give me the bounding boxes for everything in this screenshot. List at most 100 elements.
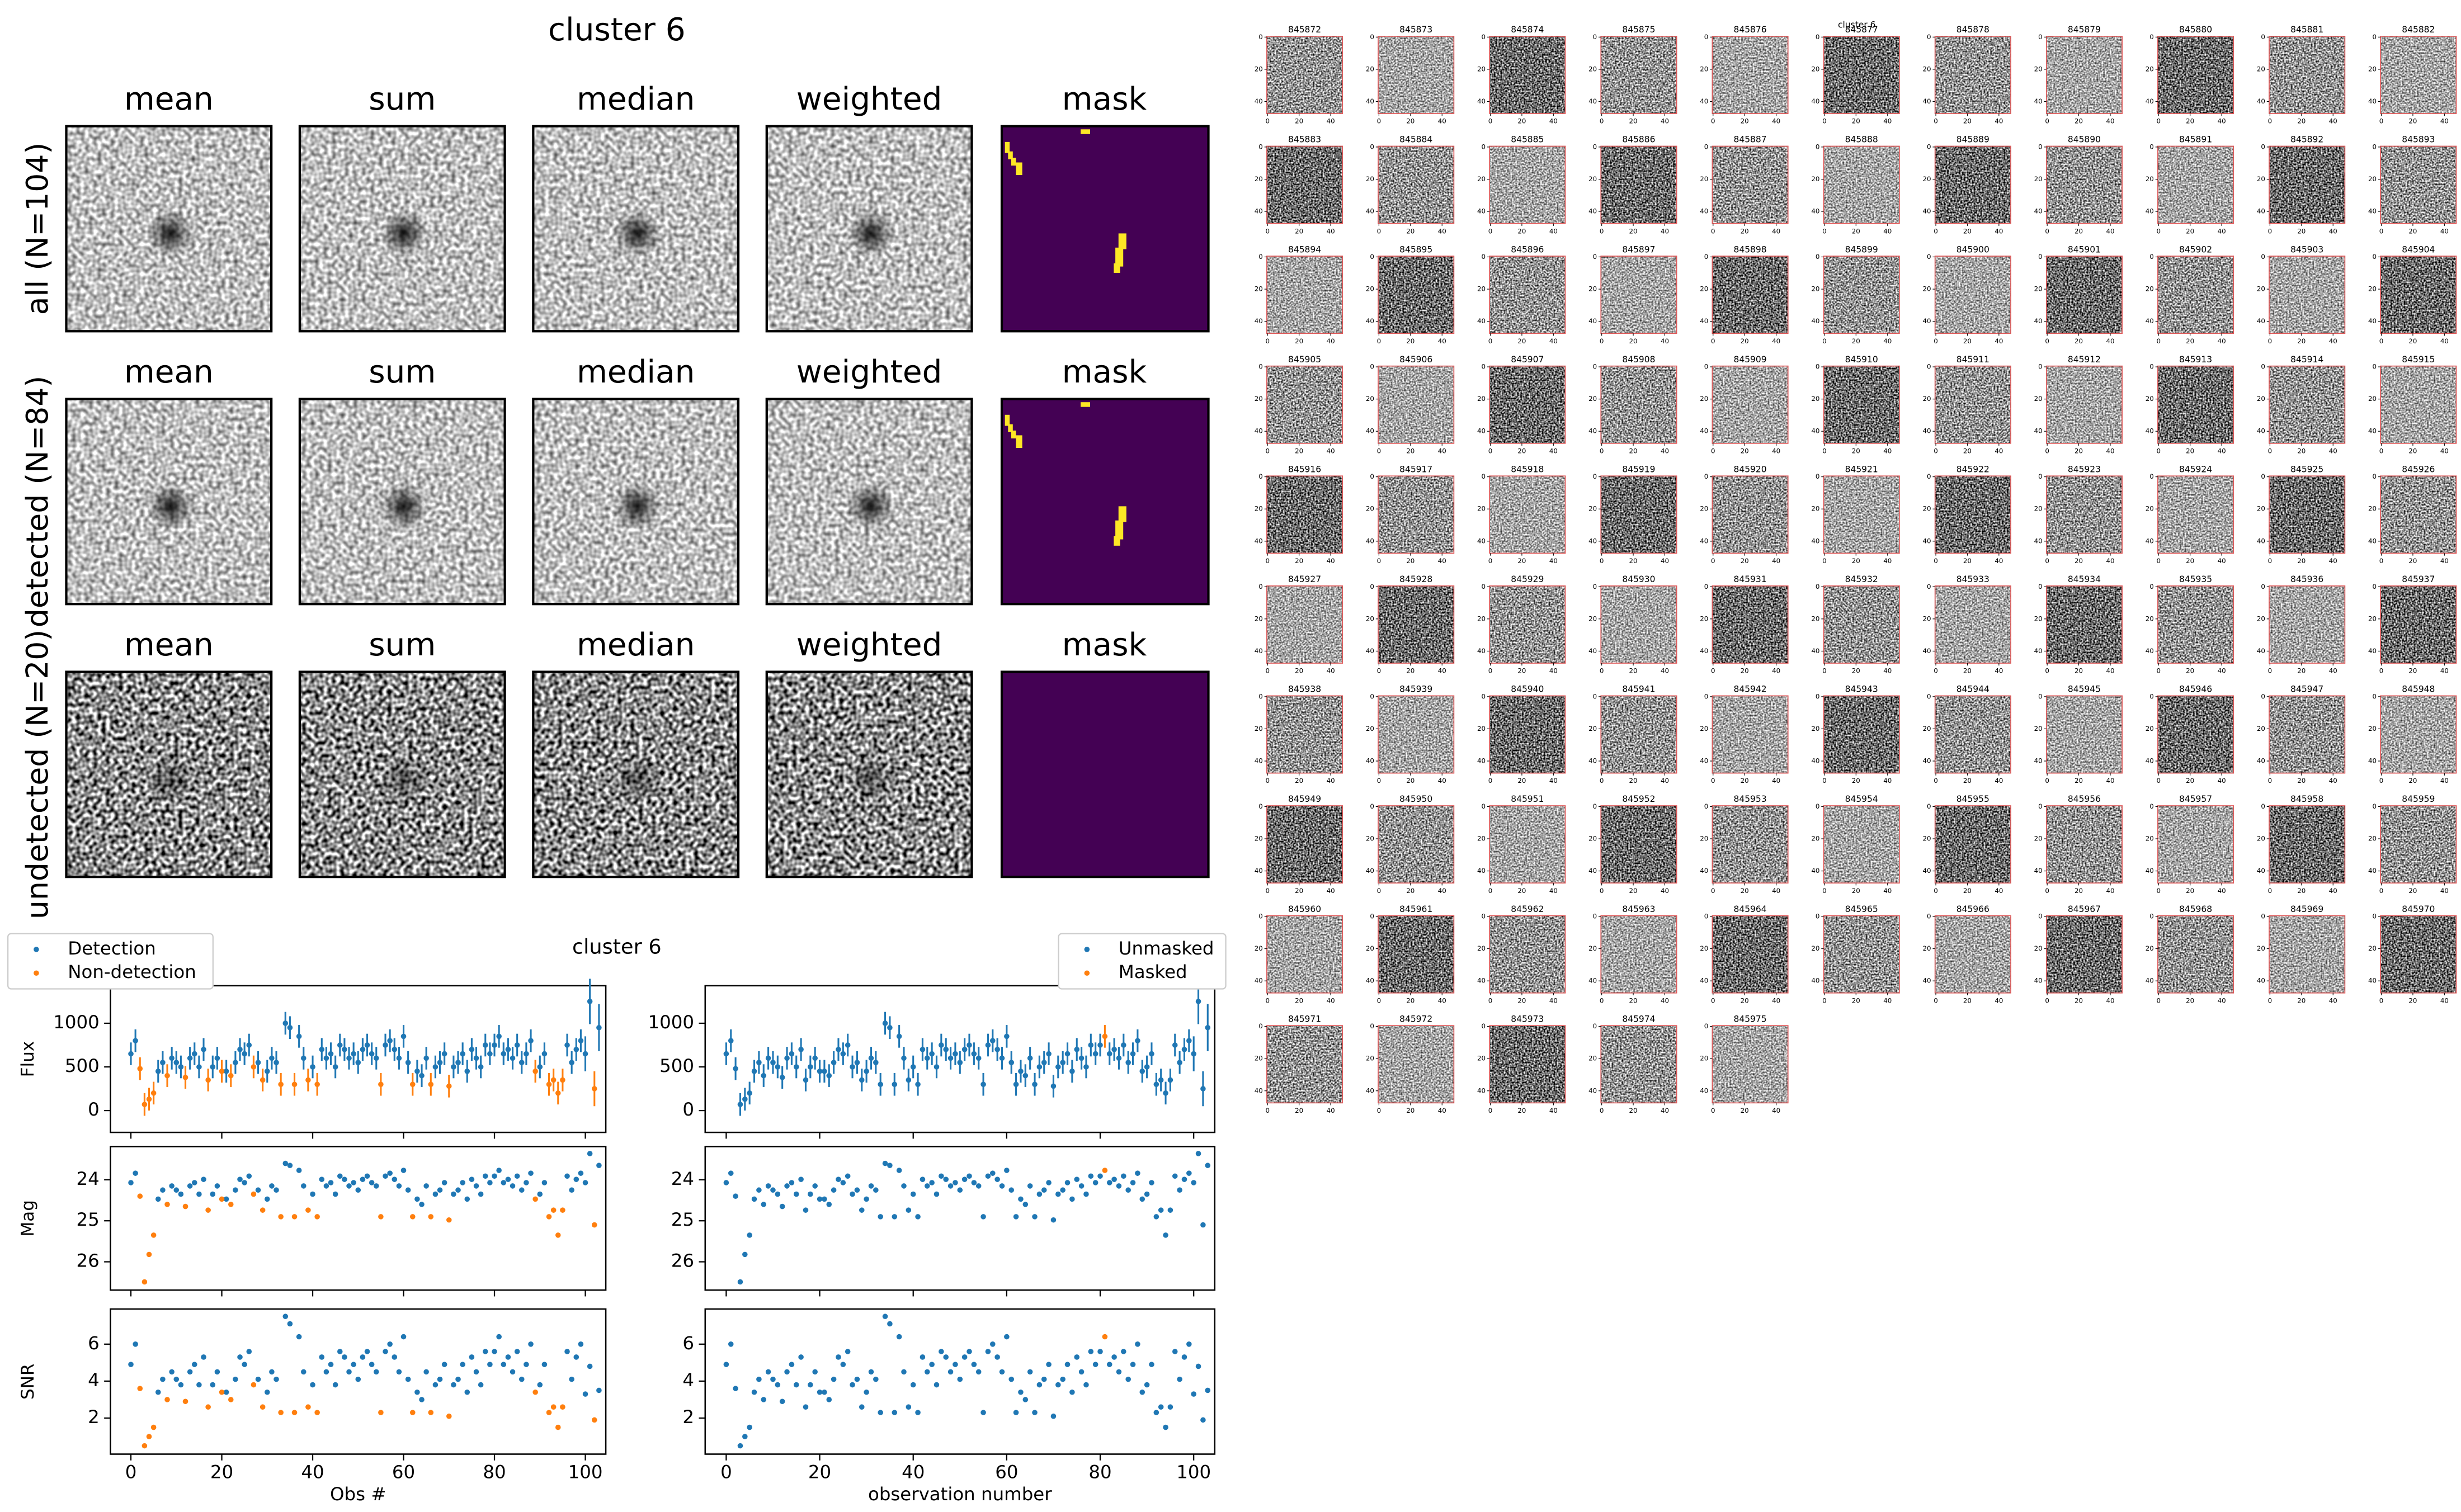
thumb-frame [1266, 256, 1343, 334]
thumb-y-tick-label: 40 [1811, 647, 1819, 655]
thumb-image [1935, 36, 2011, 114]
thumb-y-tick-label: 20 [2368, 285, 2377, 293]
thumb-y-tick-label: 0 [1704, 33, 1709, 41]
thumb-x-tick-label: 40 [1549, 1107, 1558, 1114]
thumb-y-tick-label: 0 [1258, 913, 1263, 920]
thumb-frame [1378, 695, 1455, 774]
thumb-frame [2045, 256, 2123, 334]
thumb-x-tick-label: 40 [1327, 777, 1335, 785]
data-point [409, 1081, 416, 1088]
thumb-x-tick-label: 20 [2408, 557, 2417, 565]
thumb-x-tick-label: 40 [2329, 777, 2337, 785]
thumb-x-tick-label: 40 [1995, 887, 2003, 895]
source-blob [145, 754, 196, 805]
thumb-y-tick-label: 20 [1923, 725, 1931, 733]
data-point [510, 1183, 516, 1189]
thumb-x-tick-label: 20 [2075, 337, 2083, 345]
thumb-frame [1489, 805, 1566, 884]
thumb-label: 845943 [1845, 684, 1878, 694]
thumb-x-tick-label: 40 [1661, 447, 1669, 455]
thumb-y-tick-label: 20 [1811, 285, 1819, 293]
thumb-y-tick-label: 0 [1258, 33, 1263, 41]
thumb-x-tick-label: 20 [1963, 117, 1972, 125]
thumb-frame [1600, 585, 1677, 664]
thumb-y-tick-label: 40 [2257, 317, 2265, 325]
data-point [400, 1168, 407, 1173]
row-label: detected (N=84) [20, 376, 55, 627]
chart-title: cluster 6 [572, 935, 662, 959]
thumb-frame [1712, 475, 1789, 554]
thumb-image [1378, 585, 1454, 664]
data-point [342, 1046, 347, 1052]
data-point [761, 1202, 767, 1207]
thumb-x-tick-label: 20 [2297, 667, 2306, 675]
thumb-x-tick-label: 0 [1600, 887, 1604, 895]
thumb-frame [2045, 36, 2123, 114]
thumb-y-tick-label: 0 [2261, 583, 2265, 590]
thumb-y-tick-label: 40 [1923, 647, 1931, 655]
data-point [546, 1214, 552, 1220]
data-point [1060, 1376, 1066, 1382]
thumb-image [2046, 805, 2123, 883]
thumb-x-tick-label: 0 [2268, 227, 2273, 235]
thumb-y-tick-label: 20 [1811, 615, 1819, 622]
thumb-label: 845893 [2402, 135, 2435, 145]
data-point [196, 1064, 202, 1070]
thumb-y-tick-label: 40 [1255, 977, 1263, 985]
data-point [223, 1069, 229, 1074]
thumb-frame [2269, 585, 2346, 664]
thumb-label: 845887 [1733, 135, 1766, 145]
thumb-label: 845875 [1622, 25, 1655, 35]
data-point [446, 1217, 452, 1223]
stamp-frame [532, 125, 740, 333]
data-point [953, 1362, 958, 1367]
thumb-x-tick-label: 20 [2186, 777, 2194, 785]
data-point [723, 1362, 729, 1367]
thumb-y-tick-label: 40 [1923, 207, 1931, 215]
thumb-y-tick-label: 20 [1255, 285, 1263, 293]
thumb-x-tick-label: 0 [1600, 337, 1604, 345]
data-point [146, 1251, 152, 1258]
thumb-y-tick-label: 40 [1366, 537, 1374, 545]
thumb-y-tick-label: 40 [1477, 537, 1486, 545]
data-point [264, 1389, 270, 1395]
thumb-y-tick-label: 0 [1593, 1022, 1597, 1030]
thumb-y-tick-label: 0 [2261, 33, 2265, 41]
data-point [1135, 1170, 1140, 1176]
thumb-frame [1266, 365, 1343, 444]
data-point [1036, 1191, 1043, 1197]
thumb-frame [2157, 365, 2234, 444]
thumb-y-tick-label: 40 [1811, 757, 1819, 765]
thumb-x-tick-label: 40 [1438, 557, 1446, 565]
data-point [920, 1354, 926, 1360]
thumb-x-tick-label: 0 [1377, 337, 1382, 345]
thumb-y-tick-label: 0 [1482, 802, 1486, 810]
stamp-frame [65, 125, 273, 333]
thumb-x-tick-label: 40 [1549, 447, 1558, 455]
stamp-frame [765, 670, 973, 878]
thumb-y-tick-label: 0 [2038, 692, 2043, 700]
thumb-y-tick-label: 0 [1370, 143, 1374, 150]
data-point [482, 1349, 488, 1354]
data-point [1130, 1362, 1136, 1367]
y-tick-label: 2 [682, 1406, 694, 1428]
thumb-x-tick-label: 0 [1266, 227, 1270, 235]
thumb-y-tick-label: 0 [2261, 802, 2265, 810]
data-point [1191, 1391, 1196, 1397]
data-point [564, 1042, 570, 1048]
thumb-frame [1600, 1025, 1677, 1104]
thumb-y-tick-label: 40 [1588, 647, 1597, 655]
stamp-title: median [577, 354, 695, 390]
thumb-x-tick-label: 20 [1517, 887, 1526, 895]
thumb-frame [1934, 256, 2011, 334]
thumb-label: 845886 [1622, 135, 1655, 145]
thumb-x-tick-label: 0 [2268, 557, 2273, 565]
thumb-x-tick-label: 0 [2157, 447, 2161, 455]
data-point [1144, 1191, 1150, 1197]
thumb-x-tick-label: 40 [1772, 1107, 1780, 1114]
data-point [518, 1060, 525, 1065]
data-point [947, 1183, 954, 1189]
data-point [351, 1051, 356, 1057]
data-point [546, 1410, 552, 1415]
data-point [939, 1042, 944, 1048]
